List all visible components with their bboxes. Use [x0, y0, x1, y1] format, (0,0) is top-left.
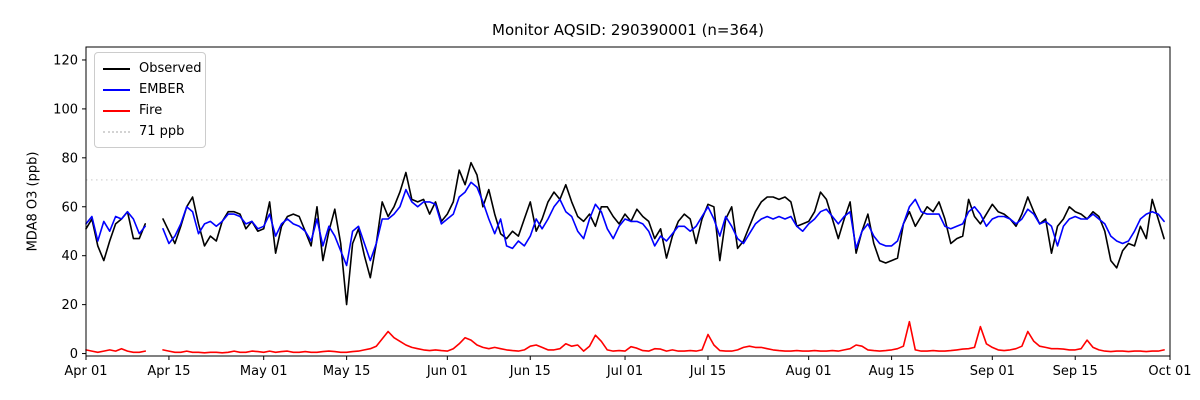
- axes-frame: [85, 46, 1171, 357]
- threshold-line-swatch-icon: [103, 130, 130, 133]
- series-line-observed: [85, 161, 1165, 306]
- x-tick-label: Sep 01: [970, 364, 1015, 379]
- chart-title: Monitor AQSID: 290390001 (n=364): [492, 21, 764, 39]
- legend-label-ember: EMBER: [139, 82, 185, 97]
- x-tick-label: Oct 01: [1148, 364, 1191, 379]
- y-tick-label: 40: [61, 249, 78, 264]
- x-tick-label: Sep 15: [1053, 364, 1098, 379]
- series-line-fire: [85, 320, 1165, 354]
- x-tick-label: Apr 15: [147, 364, 190, 379]
- x-tick-label: Jun 01: [426, 364, 468, 379]
- y-tick-label: 120: [53, 53, 78, 68]
- legend: Observed EMBER Fire 71 ppb: [94, 52, 206, 148]
- observed-line-swatch-icon: [103, 67, 130, 70]
- legend-item-threshold: 71 ppb: [103, 121, 197, 142]
- y-tick-label: 100: [53, 102, 78, 117]
- x-tick-label: Jul 01: [606, 364, 643, 379]
- y-tick-label: 20: [61, 298, 78, 313]
- fire-line-swatch-icon: [103, 109, 130, 112]
- x-tick-label: May 01: [240, 364, 288, 379]
- legend-item-fire: Fire: [103, 100, 197, 121]
- x-tick-label: Jul 15: [689, 364, 726, 379]
- x-tick-label: Apr 01: [64, 364, 107, 379]
- x-tick-label: Aug 15: [869, 364, 915, 379]
- y-tick-label: 0: [70, 347, 78, 362]
- legend-label-fire: Fire: [139, 103, 163, 118]
- legend-item-ember: EMBER: [103, 79, 197, 100]
- ember-line-swatch-icon: [103, 88, 130, 91]
- x-tick-label: Aug 01: [786, 364, 832, 379]
- x-tick-label: May 15: [323, 364, 371, 379]
- series-line-ember: [85, 181, 1165, 267]
- legend-item-observed: Observed: [103, 58, 202, 79]
- y-tick-label: 60: [61, 200, 78, 215]
- x-tick-label: Jun 15: [509, 364, 551, 379]
- y-tick-label: 80: [61, 151, 78, 166]
- legend-label-threshold: 71 ppb: [139, 124, 185, 139]
- legend-label-observed: Observed: [139, 61, 202, 76]
